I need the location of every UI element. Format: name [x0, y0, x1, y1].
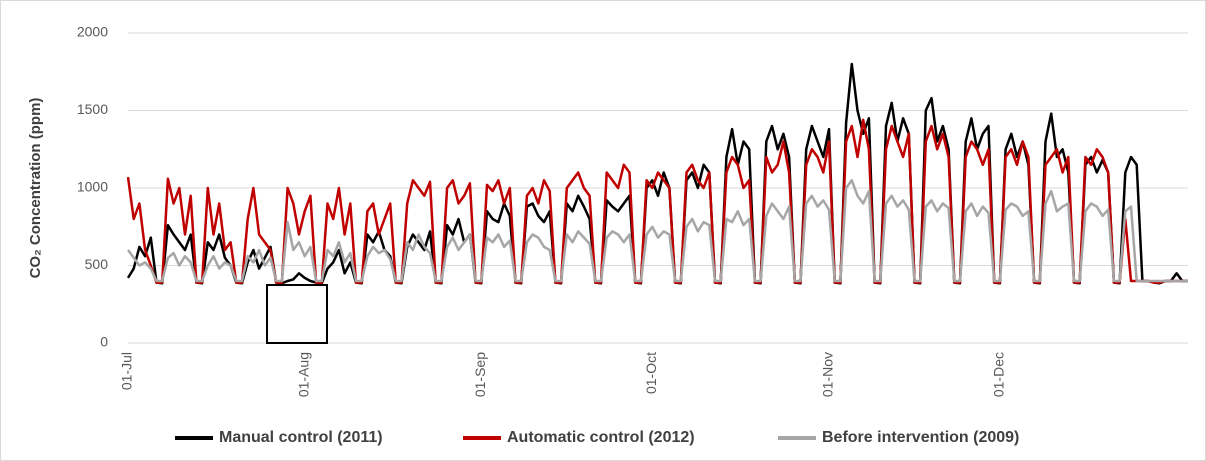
y-tick-label: 1500	[77, 101, 108, 117]
x-tick-label: 01-Dec	[991, 352, 1007, 397]
x-tick-label: 01-Jul	[119, 352, 135, 390]
series-line	[126, 179, 1188, 283]
y-tick-label: 1000	[77, 179, 108, 195]
y-tick-label: 0	[100, 334, 108, 350]
y-tick-label: 2000	[77, 24, 108, 40]
annotation-box	[266, 284, 328, 344]
legend-label: Manual control (2011)	[219, 429, 383, 446]
y-tick-label: 500	[85, 256, 109, 272]
legend-label: Automatic control (2012)	[507, 429, 695, 446]
x-tick-label: 01-Aug	[295, 352, 311, 397]
series-line	[126, 118, 1188, 284]
x-tick-label: 01-Nov	[820, 352, 836, 397]
series-line	[126, 62, 1188, 285]
x-tick-label: 01-Sep	[472, 352, 488, 397]
x-tick-label: 01-Oct	[643, 352, 659, 394]
legend-label: Before intervention (2009)	[822, 429, 1019, 446]
y-axis-label: CO₂ Concentration (ppm)	[27, 98, 44, 279]
